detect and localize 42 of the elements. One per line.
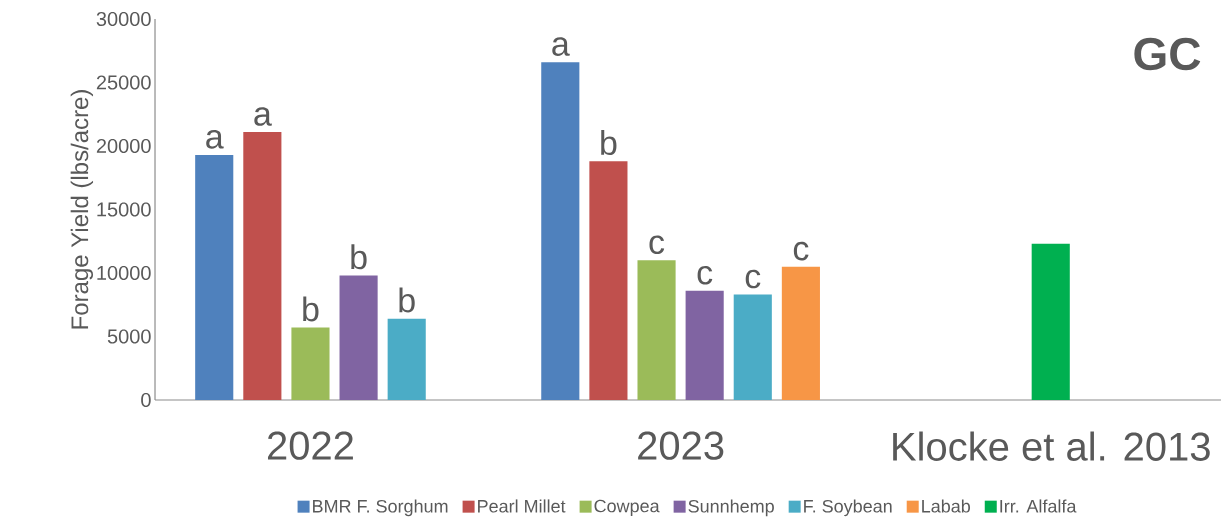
data-label: c [745, 269, 761, 289]
x-tick-label: 2023 [638, 431, 724, 460]
y-tick-label: 15000 [97, 202, 151, 217]
legend-label: Irr. Alfalfa [1000, 499, 1077, 513]
bar [637, 260, 676, 400]
bar [195, 154, 234, 400]
y-tick-label: 20000 [96, 138, 151, 154]
data-label: b [303, 296, 319, 322]
data-label: c [649, 235, 665, 255]
bar [541, 62, 580, 400]
y-tick-label: 25000 [96, 75, 151, 90]
legend-label: BMR F. Sorghum [313, 499, 448, 517]
data-label: b [399, 287, 415, 313]
bar [243, 132, 282, 400]
x-tick-label: Klocke et al. 2013 [893, 431, 1210, 461]
y-tick-label: 30000 [96, 11, 151, 27]
bar [781, 266, 820, 400]
x-tick-label: 2022 [267, 431, 353, 460]
bar [339, 275, 378, 400]
legend-label: F. Soybean [804, 499, 892, 517]
y-axis-title: Forage Yield (lbs/acre) [70, 90, 94, 329]
data-label: a [206, 130, 224, 149]
bar [589, 161, 628, 400]
legend-label: Cowpea [594, 499, 660, 516]
y-tick-label: 0 [141, 392, 151, 408]
y-tick-label: 5000 [107, 329, 151, 344]
data-label: c [793, 241, 809, 261]
y-tick-label: 10000 [97, 265, 151, 281]
bar [387, 318, 426, 400]
data-label: a [552, 37, 570, 56]
data-label: b [601, 130, 617, 156]
legend-label: Sunnhemp [688, 499, 774, 517]
bar [733, 294, 772, 400]
legend-label: Labab [922, 499, 970, 513]
data-label: c [697, 265, 713, 285]
chart-title: GC [1134, 37, 1201, 71]
bar [291, 327, 330, 400]
bar [685, 290, 724, 400]
legend-label: Pearl Millet [478, 499, 566, 513]
data-label: a [254, 107, 272, 126]
bar [1031, 243, 1070, 400]
data-label: b [351, 244, 367, 270]
